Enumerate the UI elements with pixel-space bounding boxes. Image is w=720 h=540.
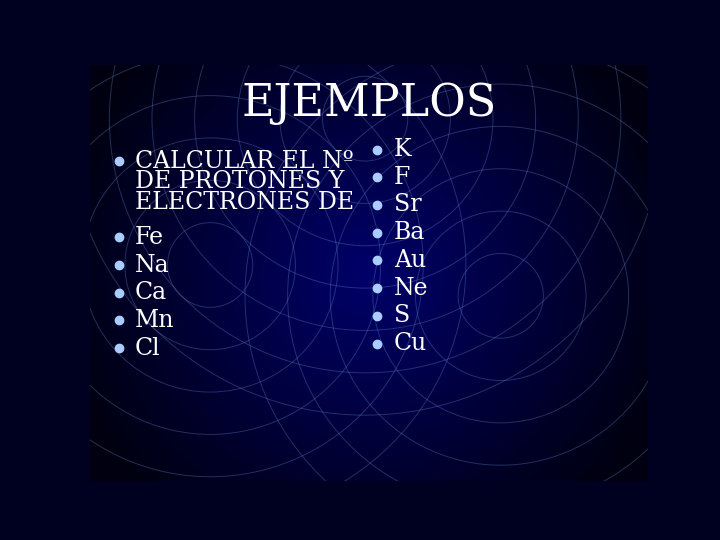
- Text: Fe: Fe: [135, 226, 164, 249]
- Text: Na: Na: [135, 253, 170, 276]
- Text: EJEMPLOS: EJEMPLOS: [241, 82, 497, 125]
- Text: S: S: [394, 305, 410, 327]
- Text: DE PROTONES Y: DE PROTONES Y: [135, 170, 344, 193]
- Text: Cl: Cl: [135, 336, 161, 360]
- Text: Sr: Sr: [394, 193, 421, 217]
- Text: ELECTRONES DE: ELECTRONES DE: [135, 191, 354, 214]
- Text: F: F: [394, 166, 410, 188]
- Text: Ba: Ba: [394, 221, 426, 244]
- Text: K: K: [394, 138, 411, 161]
- Text: Cu: Cu: [394, 332, 427, 355]
- Text: Au: Au: [394, 249, 426, 272]
- Text: Mn: Mn: [135, 309, 174, 332]
- Text: Ne: Ne: [394, 276, 428, 300]
- Text: Ca: Ca: [135, 281, 167, 304]
- Text: CALCULAR EL Nº: CALCULAR EL Nº: [135, 150, 354, 173]
